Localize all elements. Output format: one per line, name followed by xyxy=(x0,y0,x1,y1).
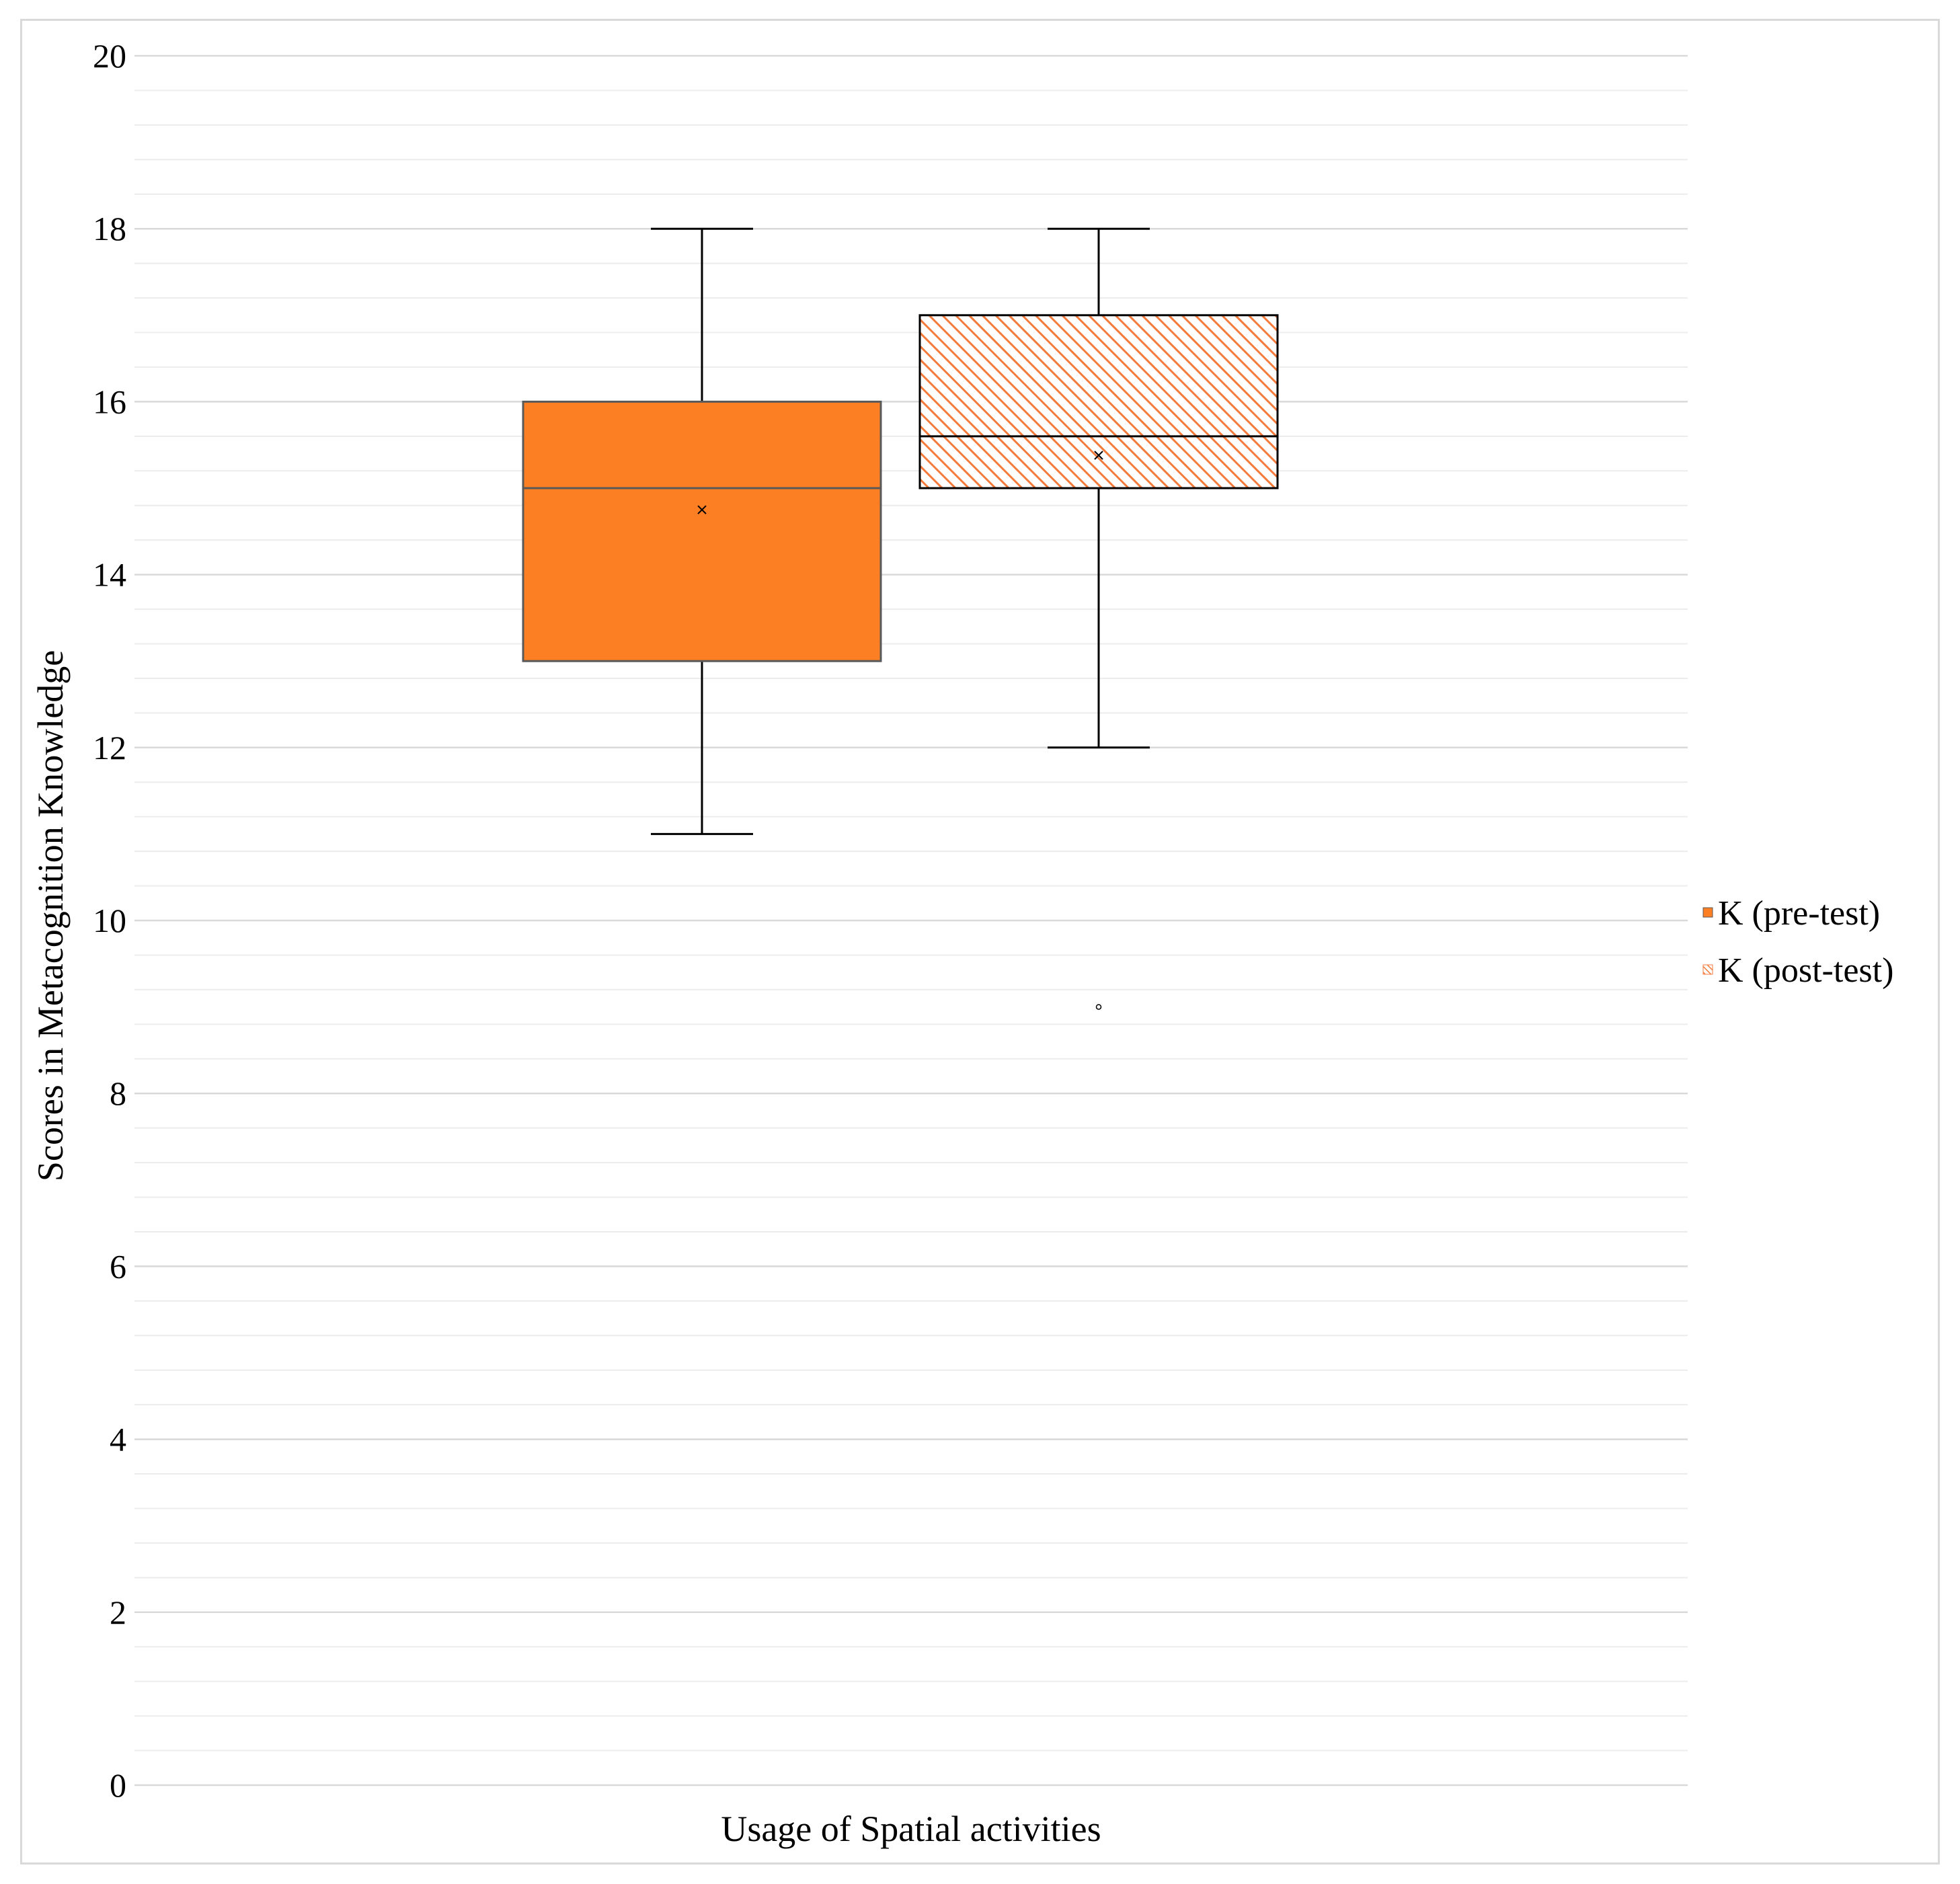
legend-swatch-post-test xyxy=(1702,964,1713,975)
box-post-test xyxy=(918,227,1279,1010)
legend-swatch-pre-test xyxy=(1702,907,1713,918)
y-tick-label: 14 xyxy=(93,556,126,594)
x-axis-title: Usage of Spatial activities xyxy=(721,1809,1101,1849)
y-tick-label: 10 xyxy=(93,902,126,939)
mean-marker-pre-test xyxy=(697,505,707,514)
box-pre-test xyxy=(522,227,882,835)
y-tick-label: 16 xyxy=(93,383,126,420)
mean-marker-post-test xyxy=(1094,450,1103,460)
y-axis-title: Scores in Metacognition Knowledge xyxy=(30,650,71,1181)
outlier-point-post-test xyxy=(1095,1004,1102,1010)
y-tick-label: 8 xyxy=(110,1074,126,1112)
box-iqr-post-test xyxy=(918,314,1279,489)
y-axis-tick-labels: 0 2 4 6 8 10 12 14 16 18 20 xyxy=(93,37,126,1804)
legend-label-post-test: K (post-test) xyxy=(1718,951,1893,990)
box-series xyxy=(522,227,1279,1010)
y-tick-label: 0 xyxy=(110,1766,126,1804)
y-tick-label: 4 xyxy=(110,1421,126,1458)
box-iqr-pre-test xyxy=(522,400,882,662)
y-tick-label: 12 xyxy=(93,729,126,767)
y-tick-label: 2 xyxy=(110,1594,126,1631)
legend-label-pre-test: K (pre-test) xyxy=(1718,894,1880,933)
y-tick-label: 18 xyxy=(93,210,126,247)
major-gridlines xyxy=(134,54,1688,1787)
y-tick-label: 6 xyxy=(110,1247,126,1285)
y-tick-label: 20 xyxy=(93,37,126,75)
legend: K (pre-test) K (post-test) xyxy=(1702,894,1893,990)
